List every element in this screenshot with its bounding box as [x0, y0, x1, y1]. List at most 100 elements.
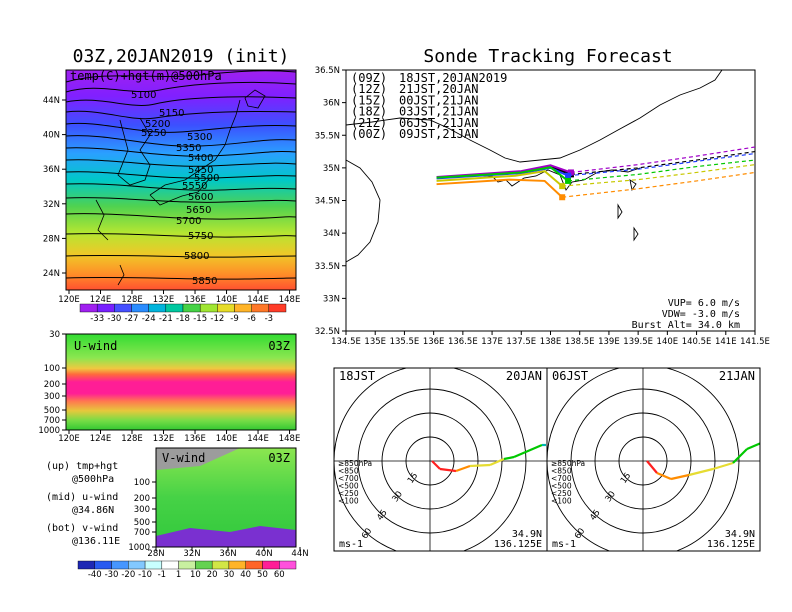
lat-tick-label: 35.5N — [315, 131, 340, 141]
pressure-tick-label: 100 — [134, 478, 150, 488]
lon-tick-label: 136E — [184, 434, 206, 444]
colorbar-swatch — [79, 303, 98, 313]
hodograph-lat: 34.9N — [725, 529, 755, 540]
pressure-tick-label: 200 — [44, 380, 60, 390]
vwind-time: 03Z — [268, 451, 290, 465]
uwind-time: 03Z — [268, 339, 290, 353]
hodograph-segment — [670, 473, 690, 481]
lat-tick-label: 36N — [219, 549, 236, 559]
track-title: Sonde Tracking Forecast — [423, 46, 672, 67]
pressure-level-label: <500 — [338, 482, 359, 491]
hodograph-time: 06JST — [552, 369, 588, 383]
legend-series-name: (09Z) — [351, 71, 387, 85]
legend-series-name: (15Z) — [351, 93, 387, 107]
colorbar-swatch — [199, 303, 218, 313]
info-vup: VUP= 6.0 m/s — [668, 298, 740, 309]
colorbar-swatch — [161, 560, 179, 570]
pressure-tick-label: 100 — [44, 364, 60, 374]
colorbar-label: -1 — [158, 570, 166, 580]
lat-tick-label: 40N — [43, 131, 60, 141]
hodograph-segment — [746, 442, 760, 451]
track-line-dashed — [562, 171, 755, 198]
lat-tick-label: 40N — [255, 549, 272, 559]
lon-tick-label: 138E — [540, 337, 562, 347]
colorbar-swatch — [228, 560, 246, 570]
contour-label: 5700 — [176, 216, 201, 227]
hodograph-segment — [513, 443, 543, 459]
colorbar-swatch — [96, 303, 115, 313]
track-info: VUP= 6.0 m/s VDW= -3.0 m/s Burst Alt= 34… — [632, 298, 740, 331]
uwind-panel: U-wind 03Z — [65, 333, 297, 431]
burst-marker — [567, 169, 574, 176]
legend-series-time: 03JST,21JAN — [399, 105, 478, 119]
contour-label: 5300 — [187, 132, 212, 143]
colorbar-label: -27 — [125, 314, 139, 324]
hodograph-segment — [503, 455, 515, 461]
lon-tick-label: 137.5E — [506, 337, 536, 347]
pressure-tick-label: 300 — [134, 505, 150, 515]
colorbar-label: 1 — [176, 570, 181, 580]
hodograph-unit: ms-1 — [552, 539, 576, 550]
colorbar-swatch — [178, 560, 196, 570]
lon-tick-label: 120E — [58, 434, 80, 444]
hodograph-segment — [656, 471, 672, 481]
colorbar-swatch — [148, 303, 167, 313]
contour-label: 5350 — [176, 143, 201, 154]
hodograph-segment — [688, 467, 714, 477]
lon-tick-label: 132E — [153, 295, 175, 305]
track-line-solid — [436, 166, 569, 182]
lon-tick-label: 144E — [247, 434, 269, 444]
pressure-tick-label: 30 — [49, 330, 60, 340]
colorbar-swatch — [165, 303, 184, 313]
colorbar-swatch — [195, 560, 213, 570]
info-vdw: VDW= -3.0 m/s — [662, 309, 740, 320]
contour-label: 5850 — [192, 276, 217, 287]
info-burst: Burst Alt= 34.0 km — [632, 320, 740, 331]
colorbar-swatch — [114, 303, 132, 313]
lat-tick-label: 32.5N — [315, 327, 340, 337]
colorbar-label: -12 — [210, 314, 224, 324]
colorbar-swatch — [182, 303, 201, 313]
contour-label: 5750 — [188, 231, 213, 242]
contour-label: 5600 — [188, 192, 213, 203]
hodograph-segment — [455, 464, 471, 473]
lon-tick-label: 138.5E — [565, 337, 595, 347]
colorbar-label: -40 — [88, 570, 102, 580]
lat-tick-label: 28N — [147, 549, 164, 559]
legend-series-time: 09JST,21JAN — [399, 127, 478, 141]
colorbar-swatch — [262, 560, 280, 570]
uwind-label: U-wind — [74, 339, 117, 353]
lon-tick-label: 137E — [481, 337, 503, 347]
lat-tick-label: 35N — [323, 164, 340, 174]
colorbar-label: -30 — [105, 570, 119, 580]
lon-tick-label: 139E — [598, 337, 620, 347]
colorbar-swatch — [279, 560, 297, 570]
colorbar-swatch — [268, 303, 287, 313]
colorbar-label: -9 — [230, 314, 238, 324]
legend-line: (bot) v-wind — [46, 523, 118, 534]
track-legend: (09Z) 18JST,20JAN2019 (12Z) 21JST,20JAN (15Z… — [351, 71, 507, 141]
pressure-level-label: ≥850hPa — [338, 459, 372, 468]
lon-tick-label: 128E — [121, 434, 143, 444]
lat-tick-label: 36N — [323, 99, 340, 109]
lon-tick-label: 140E — [216, 434, 238, 444]
hodograph-lat: 34.9N — [512, 529, 542, 540]
colorbar-label: 40 — [240, 570, 251, 580]
pressure-tick-label: 700 — [44, 416, 60, 426]
pressure-level-label: <100 — [551, 497, 572, 506]
legend-line: @136.11E — [72, 536, 120, 547]
pressure-tick-label: 1000 — [128, 543, 150, 553]
track-line-solid — [436, 170, 563, 187]
lon-tick-label: 139.5E — [623, 337, 653, 347]
hodograph-grid — [334, 368, 547, 551]
lat-tick-label: 33.5N — [315, 262, 340, 272]
pressure-level-label: ≥850hPa — [551, 459, 585, 468]
legend-series-name: (12Z) — [351, 82, 387, 96]
legend-line: @500hPa — [72, 474, 114, 485]
lat-tick-label: 44N — [43, 96, 60, 106]
legend-series-name: (00Z) — [351, 127, 387, 141]
pressure-tick-label: 500 — [44, 406, 60, 416]
hodograph-unit: ms-1 — [339, 539, 363, 550]
